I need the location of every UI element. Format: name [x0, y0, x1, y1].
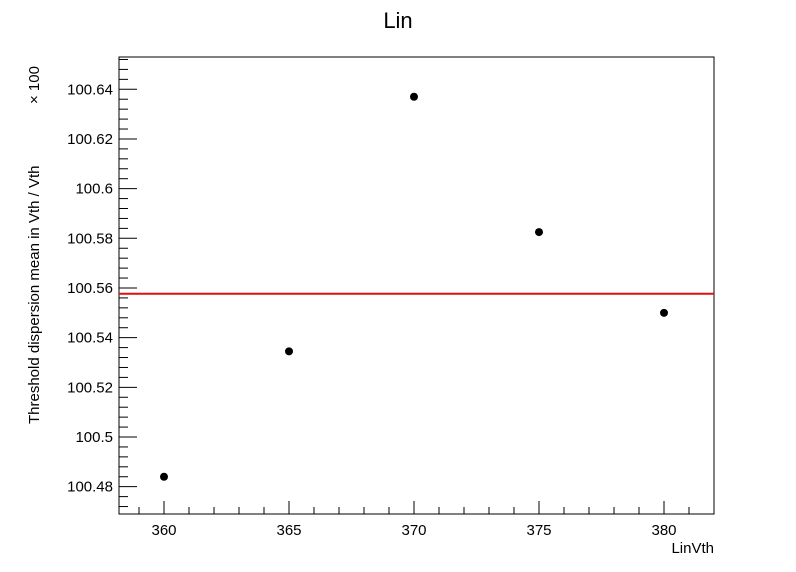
y-tick-label: 100.48: [67, 479, 113, 496]
y-tick-label: 100.62: [67, 131, 113, 148]
plot-area: 360 365 370 375 380 100.48 100.5 100.52 100.54 10…: [67, 56, 715, 539]
y-axis-title: Threshold dispersion mean in Vth / Vth: [26, 166, 43, 424]
x-tick-label: 375: [526, 522, 551, 539]
x-axis-title: LinVth: [671, 540, 714, 557]
x-tick-label: 365: [276, 522, 301, 539]
data-point: [535, 228, 543, 237]
plot-frame: [118, 56, 715, 515]
y-tick-label: 100.6: [75, 181, 113, 198]
data-point: [410, 92, 418, 101]
y-axis-multiplier: × 100: [26, 66, 43, 104]
x-tick-label: 370: [401, 522, 426, 539]
data-point: [160, 472, 168, 481]
data-point: [285, 347, 293, 356]
x-tick-label: 380: [651, 522, 676, 539]
y-tick-label: 100.58: [67, 230, 113, 247]
y-tick-label: 100.54: [67, 330, 113, 347]
x-tick-label: 360: [151, 522, 176, 539]
chart-title: Lin: [383, 8, 412, 33]
y-tick-label: 100.52: [67, 379, 113, 396]
y-tick-label: 100.56: [67, 280, 113, 297]
y-tick-label: 100.5: [75, 429, 113, 446]
data-point: [660, 308, 668, 317]
y-tick-label: 100.64: [67, 81, 113, 98]
